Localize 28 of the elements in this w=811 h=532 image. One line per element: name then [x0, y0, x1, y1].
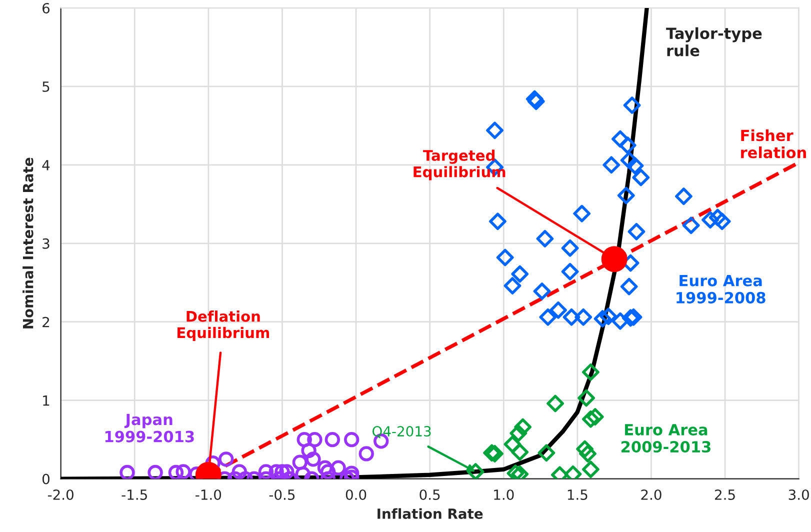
x-tick-label: -1.5 — [122, 490, 147, 500]
y-tick-label: 0 — [42, 474, 50, 484]
series-label: Japan 1999-2013 — [105, 414, 194, 442]
series-label: Taylor-type rule — [666, 27, 762, 56]
series-label: Euro Area 2009-2013 — [622, 424, 710, 453]
y-axis-title: Nominal Interest Rate — [22, 158, 34, 328]
annotation: Targeted Equilibrium — [414, 150, 506, 180]
annotation: Deflation Equilibrium — [178, 310, 270, 342]
x-tick-label: 0.0 — [346, 489, 366, 500]
x-tick-label: -2.0 — [48, 489, 74, 500]
y-tick-label: 5 — [42, 82, 50, 92]
x-tick-label: 2.5 — [715, 489, 735, 500]
series-label: Fisher relation — [741, 129, 806, 158]
text: Euro Area 1999-2008 — [676, 274, 766, 304]
y-tick-label: 2 — [42, 316, 50, 328]
x-tick-label: -0.5 — [269, 489, 295, 500]
x-tick-label: 2.0 — [641, 489, 662, 500]
y-tick-label: 4 — [42, 160, 50, 170]
y-tick-label: 1 — [43, 395, 50, 406]
x-axis-title: Inflation Rate — [378, 508, 483, 519]
y-tick-label: 3 — [42, 238, 50, 249]
y-tick-label: 6 — [42, 2, 50, 14]
annotation: Q4-2013 — [372, 426, 431, 438]
x-tick-label: -1.0 — [196, 489, 222, 500]
x-tick-label: 1.5 — [568, 490, 588, 500]
x-tick-label: 0.5 — [420, 489, 440, 500]
x-tick-label: 1.0 — [494, 489, 514, 500]
x-tick-label: 3.0 — [788, 489, 809, 500]
